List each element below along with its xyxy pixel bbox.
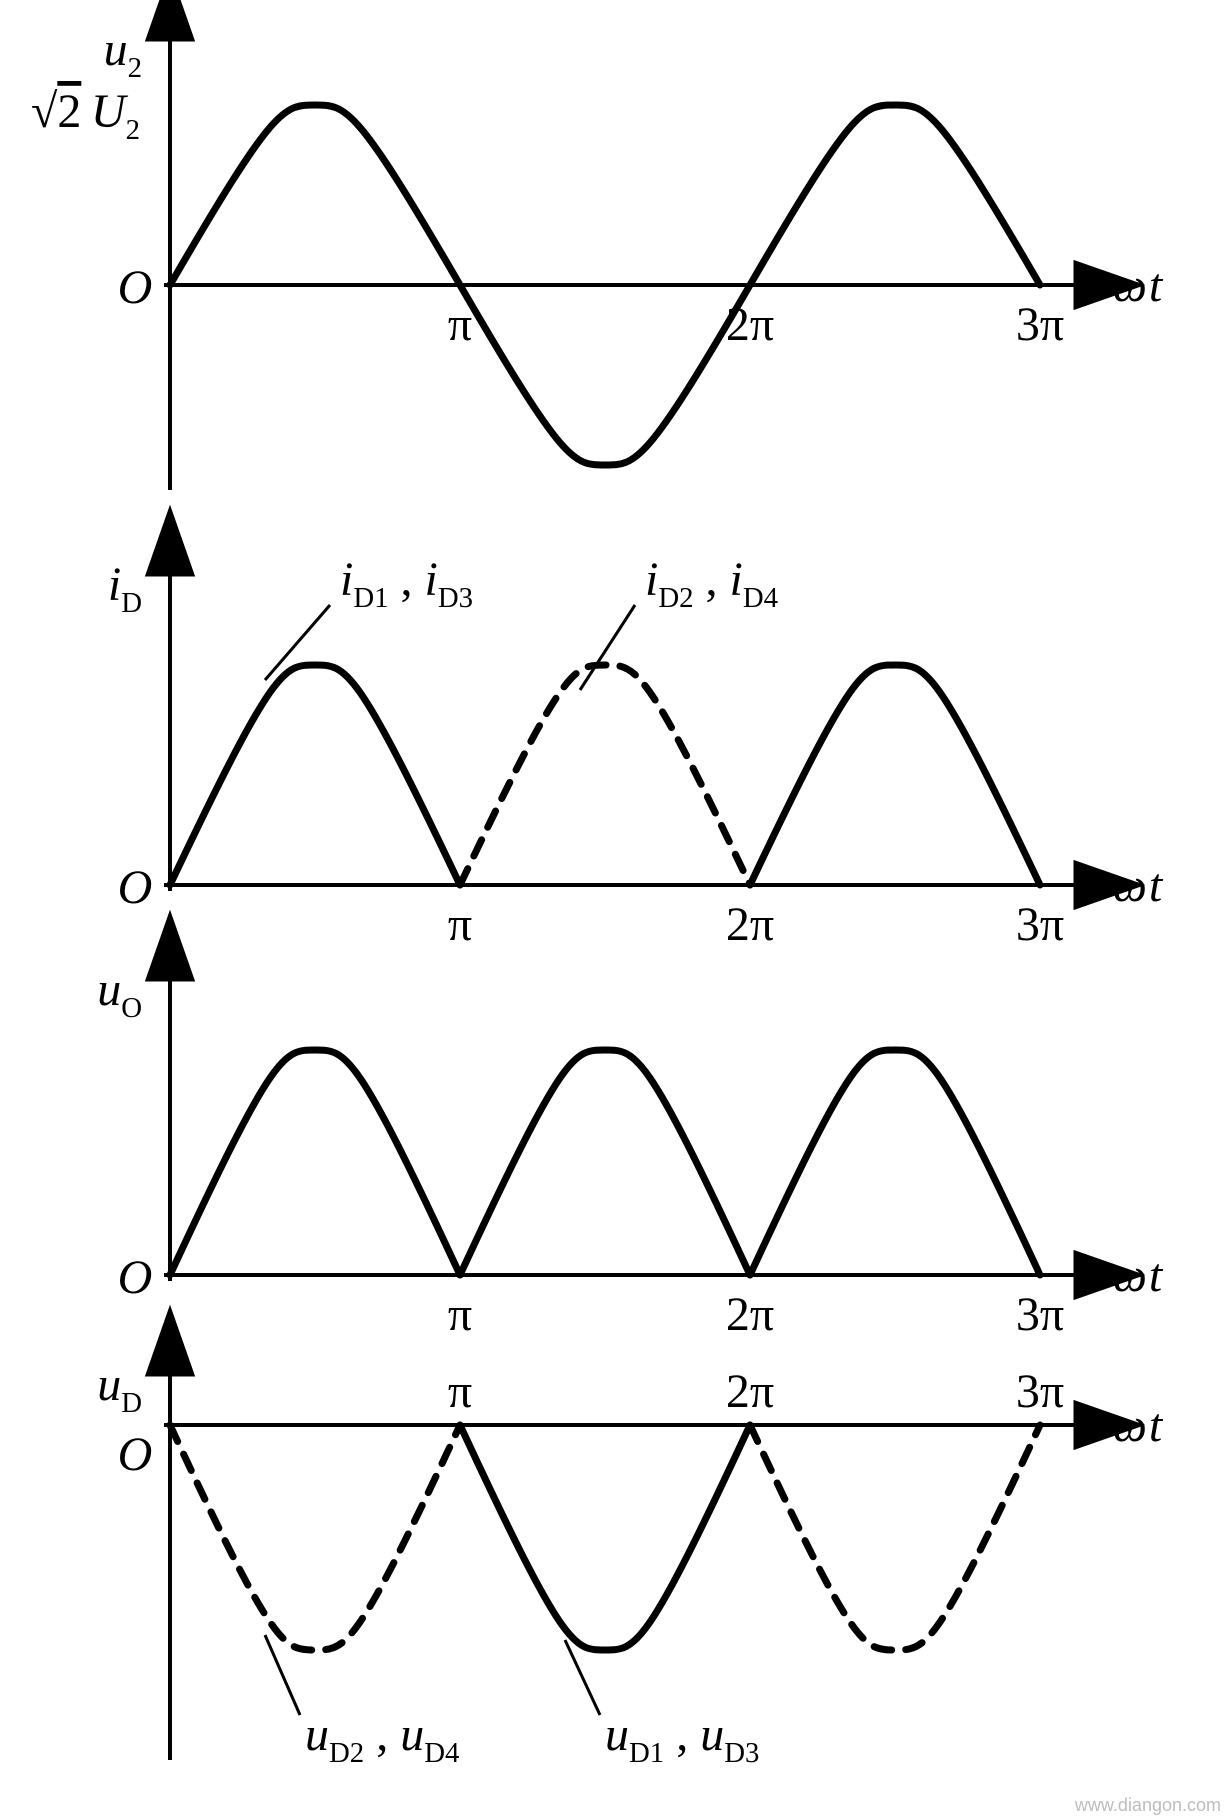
series-label-iD13: iD1 , iD3 <box>340 553 473 614</box>
xtick-label: 3π <box>1016 898 1064 951</box>
curve-uO <box>460 1050 750 1275</box>
x-axis-label: ωt <box>1113 1399 1164 1452</box>
y-axis-label: uD <box>97 1358 142 1419</box>
waveform-diagram: π 2π 3π Ou2 ωt √2 U2 π 2π 3π OiD ωt iD1 , iD3 iD2 , … <box>0 0 1227 1820</box>
x-axis-label: ωt <box>1113 259 1164 312</box>
xtick-label: 2π <box>726 1288 774 1341</box>
xtick-label: π <box>448 1288 472 1341</box>
xtick-label: 3π <box>1016 1288 1064 1341</box>
curve-iD13 <box>170 665 460 885</box>
y-axis-label: iD <box>108 558 142 619</box>
xtick-label: 3π <box>1016 298 1064 351</box>
watermark-text: www.diangon.com <box>1075 1795 1221 1816</box>
origin-label: O <box>118 261 153 314</box>
xtick-label: 2π <box>726 898 774 951</box>
xtick-label: π <box>448 1365 472 1418</box>
series-label-uD24: uD2 , uD4 <box>305 1708 459 1769</box>
origin-label: O <box>118 861 153 914</box>
chart-iD: π 2π 3π OiD ωt iD1 , iD3 iD2 , iD4 <box>108 553 1164 951</box>
series-label-uD13: uD1 , uD3 <box>605 1708 759 1769</box>
curve-uD13 <box>460 1425 750 1650</box>
y-axis-label: u2 <box>104 23 142 84</box>
curve-iD24 <box>460 665 750 885</box>
curve-uO <box>170 1050 460 1275</box>
curve-iD13 <box>750 665 1040 885</box>
y-axis-label: uO <box>97 963 142 1024</box>
xtick-label: 2π <box>726 298 774 351</box>
series-label-iD24: iD2 , iD4 <box>645 553 778 614</box>
curve-uD24 <box>750 1425 1040 1650</box>
amplitude-label: √2 U2 <box>31 85 140 146</box>
origin-label: O <box>118 1428 153 1481</box>
curve-uO <box>750 1050 1040 1275</box>
x-axis-label: ωt <box>1113 859 1164 912</box>
origin-label: O <box>118 1251 153 1304</box>
xtick-label: π <box>448 898 472 951</box>
chart-uD: π 2π 3π OuD ωt uD2 , uD4 uD1 , uD3 <box>97 1355 1164 1769</box>
chart-uO: π 2π 3π OuO ωt <box>97 960 1164 1341</box>
chart-u2: π2π3πOu2ωt√2 U2 <box>31 20 1164 490</box>
leader-line <box>580 605 635 690</box>
curve-uD24 <box>170 1425 460 1650</box>
xtick-label: 3π <box>1016 1365 1064 1418</box>
xtick-label: 2π <box>726 1365 774 1418</box>
x-axis-label: ωt <box>1113 1249 1164 1302</box>
